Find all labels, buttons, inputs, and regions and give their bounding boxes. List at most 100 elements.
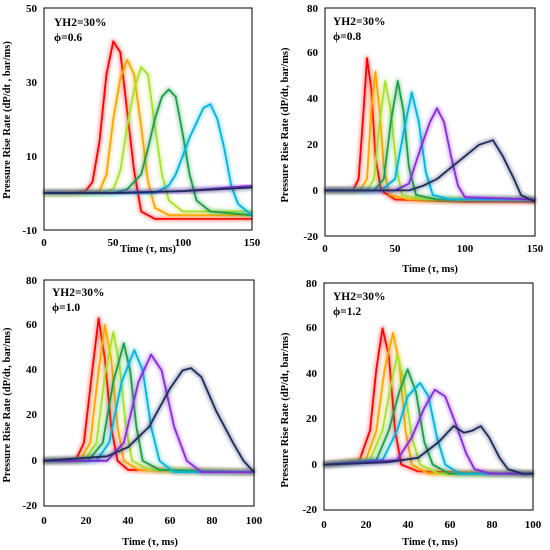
panel-1-ylabel: Pressure Rise Rate (dP/dt , bar/ms) — [2, 41, 13, 199]
panel-3-yticks: -20 0 20 40 60 80 — [22, 275, 37, 512]
chart-panel-4: Pressure Rise Rate (dP/dt, bar/ms) Time … — [280, 278, 542, 548]
panel-4-ytick-label: -20 — [302, 504, 317, 516]
panel-4-ytick-label: 40 — [306, 368, 318, 380]
panel-1-ytick-label: 10 — [26, 151, 38, 163]
panel-4-series-7-line — [323, 425, 533, 475]
panel-2-series-2-line — [325, 70, 535, 201]
panel-3-xtick-label: 40 — [123, 515, 135, 527]
panel-1-ytick-label: 30 — [26, 77, 38, 89]
panel-4-ylabel: Pressure Rise Rate (dP/dt, bar/ms) — [280, 332, 291, 488]
panel-4-series-3-line — [323, 354, 533, 475]
panel-1-series-layer — [44, 38, 254, 222]
panel-4-xtick-label: 20 — [361, 519, 373, 531]
panel-3-series-layer — [43, 315, 256, 475]
chart-panel-1: Pressure Rise Rate (dP/dt , bar/ms) Time… — [2, 3, 261, 255]
panel-3-annotation-phi: ϕ=1.0 — [52, 302, 80, 314]
panel-1-xtick-label: 0 — [41, 237, 47, 249]
panel-4-series-4-line — [323, 368, 533, 475]
panel-2-plot-area — [324, 7, 537, 237]
chart-panel-3: Pressure Rise Rate (dP/dt, bar/ms) Time … — [2, 275, 263, 548]
panel-2-series-3-line — [325, 80, 535, 201]
panel-3-frame — [43, 279, 255, 507]
panel-3-series-3-line — [44, 331, 255, 473]
panel-3-xtick-label: 20 — [81, 515, 93, 527]
panel-2-ylabel: Pressure Rise Rate (dP/dt, bar/ms) — [280, 47, 291, 203]
panel-2-xlabel: Time (τ, ms) — [402, 264, 458, 275]
panel-3-series-1-halo — [44, 315, 255, 475]
panel-2-xticks: 0 50 100 150 — [322, 243, 544, 255]
panel-4-ytick-label: 80 — [306, 278, 318, 290]
panel-2-series-4-line — [325, 80, 535, 201]
panel-1-plot-area — [43, 7, 254, 231]
panel-1-yticks: -10 10 30 50 — [22, 3, 37, 237]
panel-4-xlabel: Time (τ, ms) — [402, 537, 458, 548]
panel-1-frame — [43, 7, 253, 231]
panel-4-yticks: -20 0 20 40 60 80 — [302, 278, 317, 516]
panel-1-series-5-halo — [44, 101, 254, 218]
panel-3-xtick-label: 80 — [207, 515, 219, 527]
panel-1-xlabel: Time (τ, ms) — [120, 244, 176, 255]
panel-2-ytick-label: -20 — [303, 231, 318, 243]
panel-3-xlabel: Time (τ, ms) — [122, 537, 178, 548]
panel-4-series-5-line — [323, 382, 533, 475]
panel-4-xtick-label: 0 — [321, 519, 327, 531]
panel-2-frame — [324, 7, 536, 237]
panel-2-series-6-line — [325, 107, 536, 201]
panel-4-xtick-label: 60 — [445, 519, 457, 531]
panel-4-annotation-fuel: YH2=30% — [333, 291, 386, 303]
panel-1-xtick-label: 50 — [108, 237, 120, 249]
panel-4-xtick-label: 80 — [487, 519, 499, 531]
chart-panel-2: Pressure Rise Rate (dP/dt, bar/ms) Time … — [280, 3, 544, 275]
panel-2-ytick-label: 80 — [307, 3, 319, 15]
panel-4-series-1-line — [323, 327, 534, 475]
panel-3-xtick-label: 100 — [246, 515, 263, 527]
panel-1-series-3-line — [44, 66, 252, 213]
panel-1-ytick-label: -10 — [22, 225, 37, 237]
panel-1-xticks: 0 50 100 150 — [41, 237, 261, 249]
panel-4-xtick-label: 100 — [525, 519, 542, 531]
panel-3-ytick-label: 40 — [26, 364, 38, 376]
panel-3-ytick-label: -20 — [22, 500, 37, 512]
panel-1-series-4-halo — [44, 86, 253, 218]
panel-4-annotation-phi: ϕ=1.2 — [333, 306, 361, 318]
panel-2-ytick-label: 40 — [307, 93, 319, 105]
panel-4-xticks: 0 20 40 60 80 100 — [321, 519, 542, 531]
panel-2-xtick-label: 0 — [322, 243, 328, 255]
panel-2-xtick-label: 50 — [390, 243, 402, 255]
panel-3-ytick-label: 80 — [26, 275, 38, 287]
panel-3-ytick-label: 20 — [26, 409, 38, 421]
panel-4-frame — [323, 282, 534, 511]
panel-2-xtick-label: 100 — [457, 243, 474, 255]
panel-4-ytick-label: 20 — [306, 413, 318, 425]
panel-4-series-2-line — [323, 332, 533, 475]
panel-1-xtick-label: 150 — [244, 237, 261, 249]
panel-4-series-layer — [323, 325, 534, 477]
panel-3-series-2-line — [44, 324, 255, 473]
panel-1-ytick-label: 50 — [26, 3, 38, 15]
panel-3-xticks: 0 20 40 60 80 100 — [41, 515, 263, 527]
panel-1-xtick-label: 100 — [175, 237, 192, 249]
panel-3-ylabel: Pressure Rise Rate (dP/dt, bar/ms) — [2, 327, 13, 483]
panel-2-ytick-label: 0 — [313, 185, 319, 197]
panel-3-annotation-fuel: YH2=30% — [52, 287, 105, 299]
panel-1-series-4-line — [44, 88, 253, 217]
panel-4-series-6-line — [323, 388, 533, 475]
panel-2-xtick-label: 150 — [527, 243, 544, 255]
panel-2-yticks: -20 0 20 40 60 80 — [303, 3, 318, 243]
panel-4-xtick-label: 40 — [403, 519, 415, 531]
panel-4-ytick-label: 60 — [306, 322, 318, 334]
panel-2-series-5-line — [325, 91, 535, 201]
panel-1-series-7-line — [44, 186, 253, 194]
panel-1-series-1-line — [44, 40, 252, 220]
panel-3-series-1-line — [44, 317, 255, 473]
panel-3-xtick-label: 60 — [165, 515, 177, 527]
panel-1-series-5-line — [44, 103, 253, 216]
panel-4-ytick-label: 0 — [312, 459, 318, 471]
panel-2-annotation-phi: ϕ=0.8 — [333, 31, 361, 43]
panel-1-annotation-phi: ϕ=0.6 — [54, 32, 82, 44]
panel-2-ytick-label: 20 — [307, 139, 319, 151]
panel-2-annotation-fuel: YH2=30% — [333, 16, 386, 28]
panel-3-series-7-line — [43, 367, 255, 473]
panel-3-series-4-line — [44, 342, 255, 473]
